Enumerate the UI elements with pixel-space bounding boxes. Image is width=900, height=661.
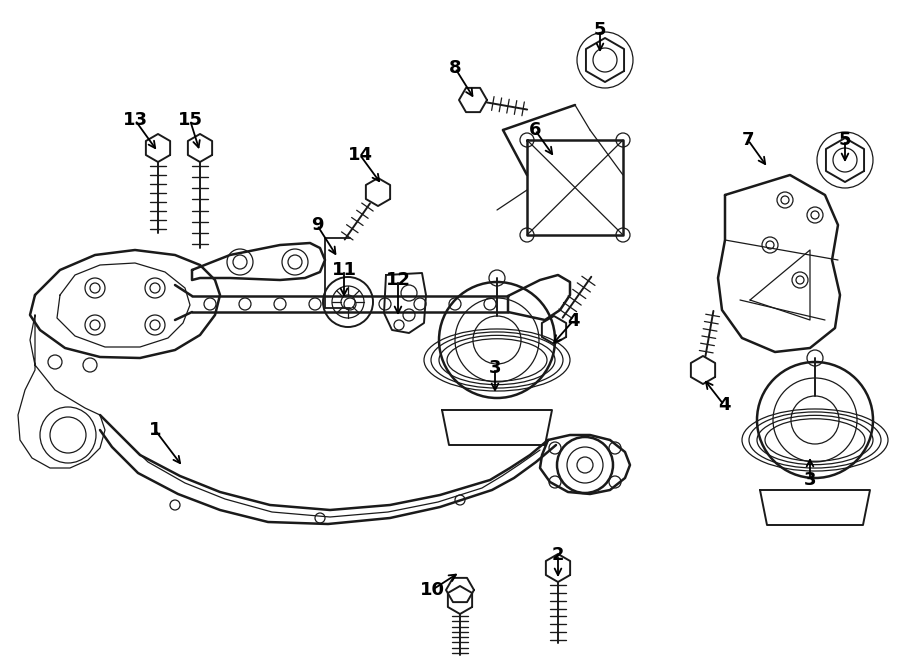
Text: 13: 13: [122, 111, 148, 129]
Text: 9: 9: [310, 216, 323, 234]
Text: 4: 4: [567, 312, 580, 330]
Text: 5: 5: [839, 131, 851, 149]
Text: 12: 12: [385, 271, 410, 289]
Text: 2: 2: [552, 546, 564, 564]
Text: 7: 7: [742, 131, 754, 149]
Text: 14: 14: [347, 146, 373, 164]
Text: 3: 3: [804, 471, 816, 489]
Text: 4: 4: [718, 396, 730, 414]
Text: 1: 1: [148, 421, 161, 439]
Text: 5: 5: [594, 21, 607, 39]
Text: 6: 6: [529, 121, 541, 139]
Text: 15: 15: [177, 111, 202, 129]
Text: 11: 11: [331, 261, 356, 279]
Text: 10: 10: [419, 581, 445, 599]
Text: 3: 3: [489, 359, 501, 377]
Text: 8: 8: [449, 59, 462, 77]
